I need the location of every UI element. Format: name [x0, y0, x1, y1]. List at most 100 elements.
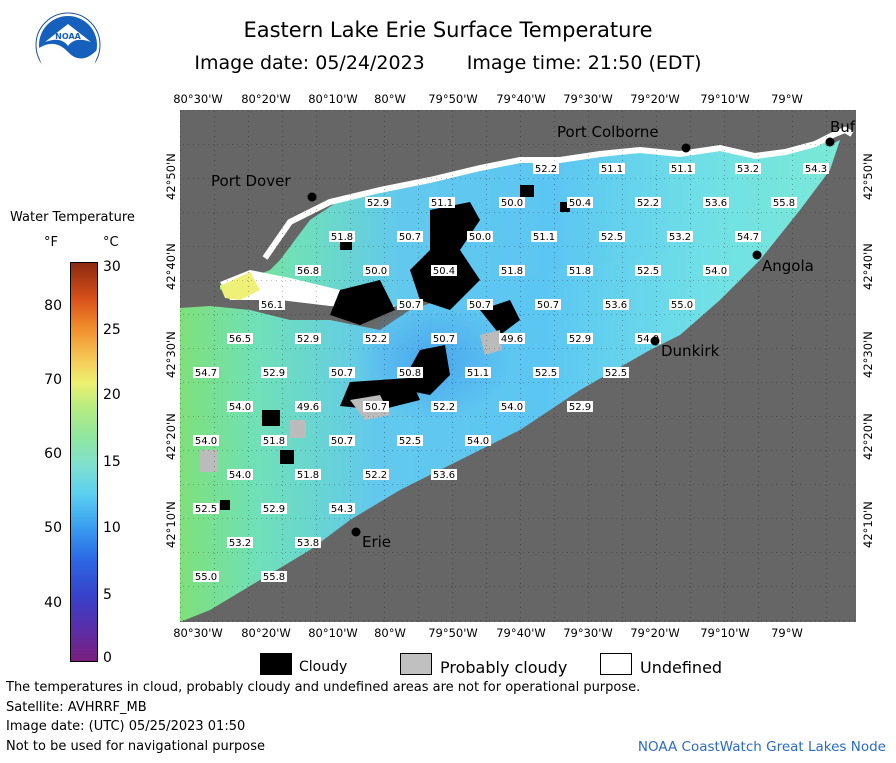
temp-label: 54.0 [637, 334, 659, 345]
temp-label-bg [599, 231, 625, 242]
temp-label: 54.7 [195, 368, 217, 379]
temp-label: 53.6 [705, 198, 727, 209]
temp-label: 52.9 [297, 334, 319, 345]
temp-label-bg [533, 163, 559, 174]
temp-label-bg [295, 333, 321, 344]
temp-label: 54.0 [195, 436, 217, 447]
temp-label: 50.7 [331, 368, 353, 379]
temp-label-bg [635, 333, 661, 344]
temp-label: 49.6 [501, 334, 523, 345]
legend-unit-c: °C [103, 235, 119, 250]
lon-label-top: 80°30'W [173, 92, 223, 106]
temp-label-bg [193, 571, 219, 582]
temp-label: 52.9 [367, 198, 389, 209]
temp-label: 53.6 [433, 470, 455, 481]
key-undefined-label: Undefined [640, 658, 723, 677]
temp-label-bg [193, 435, 219, 446]
temp-label: 56.8 [297, 266, 319, 277]
temp-label-bg [397, 435, 423, 446]
lat-label-left: 42°50'N [164, 153, 178, 200]
temp-label: 50.7 [433, 334, 455, 345]
temp-label-bg [499, 401, 525, 412]
lon-label-top: 79°W [771, 92, 803, 106]
sst-map: 52.2 51.1 51.1 53.2 54.3 52.9 51.1 50.0 50.4 52.2… [180, 110, 856, 622]
key-probably-cloudy-swatch [400, 653, 432, 675]
temp-label-bg [465, 435, 491, 446]
temp-label-bg [803, 163, 829, 174]
temp-label: 51.1 [533, 232, 555, 243]
temp-label-bg [193, 503, 219, 514]
temp-label: 50.7 [365, 402, 387, 413]
temp-label: 50.0 [469, 232, 491, 243]
temp-label: 52.9 [263, 368, 285, 379]
temp-label-bg [295, 469, 321, 480]
city-dunkirk: Dunkirk [661, 342, 720, 360]
lat-label-right: 42°40'N [861, 243, 875, 290]
city-port-dover: Port Dover [211, 172, 291, 190]
city-dot-port-dover [307, 192, 317, 202]
temp-label-bg [567, 401, 593, 412]
legend-tick-c: 0 [103, 650, 112, 666]
temp-label-bg [703, 197, 729, 208]
temp-label: 53.8 [297, 538, 319, 549]
footer-disclaimer: The temperatures in cloud, probably clou… [6, 680, 641, 695]
legend-unit-f: °F [44, 235, 58, 250]
footer-satellite: Satellite: AVHRRF_MB [6, 700, 147, 715]
temp-label: 52.2 [365, 334, 387, 345]
temp-label-bg [467, 299, 493, 310]
temperature-labels: 52.2 51.1 51.1 53.2 54.3 52.9 51.1 50.0 50.4 52.2… [193, 163, 829, 583]
city-dot-buffalo [825, 137, 835, 147]
lon-label-bottom: 80°W [374, 626, 406, 640]
temp-label: 53.6 [605, 300, 627, 311]
temp-label-bg [259, 299, 285, 310]
temp-label-bg [329, 435, 355, 446]
city-dot-erie [351, 527, 361, 537]
temp-label-bg [431, 469, 457, 480]
lat-lon-grid [180, 110, 856, 622]
temp-label-bg [669, 299, 695, 310]
temp-label-bg [363, 333, 389, 344]
temp-label: 50.7 [537, 300, 559, 311]
key-undefined-swatch [600, 653, 632, 675]
key-cloudy-label: Cloudy [299, 659, 348, 675]
lon-label-bottom: 79°10'W [700, 626, 750, 640]
color-scale-bar [70, 262, 98, 662]
temp-label-bg [363, 469, 389, 480]
lon-label-bottom: 80°10'W [308, 626, 358, 640]
temp-label-bg [431, 265, 457, 276]
temp-label-bg [365, 197, 391, 208]
legend-tick-c: 25 [103, 322, 121, 338]
temp-label: 51.8 [569, 266, 591, 277]
temp-label: 55.8 [263, 572, 285, 583]
temp-label-bg [703, 265, 729, 276]
temp-label: 56.1 [261, 300, 283, 311]
temp-label-bg [261, 503, 287, 514]
temp-label: 53.2 [737, 164, 759, 175]
temp-label: 54.0 [229, 470, 251, 481]
temp-label-bg [429, 197, 455, 208]
city-dot-angola [752, 250, 762, 260]
lon-label-bottom: 79°50'W [428, 626, 478, 640]
key-probably-cloudy-label: Probably cloudy [440, 658, 568, 677]
temp-label-bg [467, 231, 493, 242]
temp-label-bg [533, 367, 559, 378]
temp-label: 52.5 [399, 436, 421, 447]
temp-label: 54.3 [331, 504, 353, 515]
lon-label-top: 80°10'W [308, 92, 358, 106]
temp-label: 55.8 [773, 198, 795, 209]
temp-label: 52.5 [601, 232, 623, 243]
city-buffalo: Buf [830, 118, 856, 136]
temp-label-bg [431, 333, 457, 344]
temp-label: 53.2 [669, 232, 691, 243]
temp-label-bg [667, 231, 693, 242]
temp-label-bg [771, 197, 797, 208]
temp-label: 52.9 [569, 334, 591, 345]
temp-label: 50.7 [469, 300, 491, 311]
city-dot-port-colborne [681, 143, 691, 153]
temp-label-bg [295, 401, 321, 412]
key-cloudy-swatch [260, 653, 292, 675]
temp-label: 54.0 [705, 266, 727, 277]
lat-label-right: 42°10'N [861, 501, 875, 548]
temp-label-bg [261, 367, 287, 378]
temp-label-bg [567, 265, 593, 276]
